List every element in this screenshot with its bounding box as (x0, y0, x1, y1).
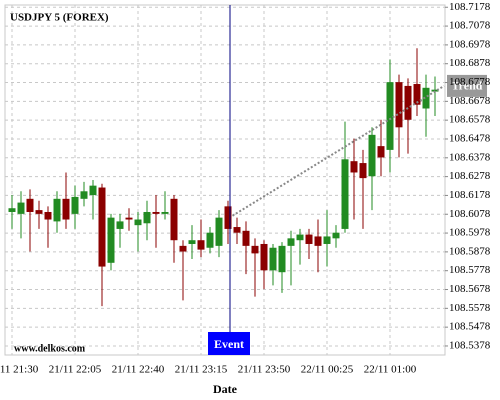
x-tick-label: 21/11 23:50 (238, 364, 291, 376)
y-tick-label: 108.6178 (449, 189, 491, 201)
candle-body (242, 230, 250, 246)
y-tick-label: 108.6578 (449, 114, 491, 126)
candle-body (287, 238, 295, 246)
y-tick-label: 108.6478 (449, 133, 491, 145)
candle-body (71, 196, 79, 214)
x-tick-label: 21/11 22:40 (112, 364, 165, 376)
grid (5, 5, 445, 355)
candle-body (179, 245, 187, 252)
candle-body (296, 234, 304, 241)
candle-body (305, 234, 313, 244)
candle-body (26, 198, 34, 212)
trend-label-box (447, 74, 487, 97)
x-tick-label: 22/11 01:00 (364, 364, 417, 376)
candle-body (35, 210, 43, 214)
candle-body (62, 198, 70, 220)
candle-body (134, 219, 142, 226)
chart-title: USDJPY 5 (FOREX) (10, 12, 109, 24)
annotations: Trend Event (208, 5, 487, 355)
watermark: www.delkos.com (14, 343, 86, 354)
y-tick-label: 108.5478 (449, 321, 491, 333)
candle-body (89, 185, 97, 196)
y-tick-label: 108.6078 (449, 208, 491, 220)
candle-body (8, 208, 16, 212)
y-tick-label: 108.6778 (449, 76, 491, 88)
candle-body (161, 211, 169, 214)
x-tick-label: 22/11 00:25 (301, 364, 354, 376)
candle-body (206, 232, 214, 248)
candle-body (107, 217, 115, 263)
candle-body (413, 84, 421, 105)
candle-body (260, 243, 268, 271)
candle-body (170, 198, 178, 241)
x-axis-label: Date (213, 382, 238, 396)
candle-body (278, 245, 286, 273)
candle-body (386, 82, 394, 150)
candle-body (431, 89, 439, 92)
candle-body (125, 217, 133, 220)
candles (8, 48, 439, 307)
candle-body (251, 245, 259, 254)
candle-body (197, 240, 205, 250)
candle-body (404, 85, 412, 120)
candle-body (323, 236, 331, 244)
candle-body (350, 161, 358, 173)
candle-body (377, 146, 385, 158)
candle-body (341, 159, 349, 229)
candle-body (116, 221, 124, 229)
y-tick-label: 108.5878 (449, 245, 491, 257)
candle-body (44, 211, 52, 220)
candle-body (53, 198, 61, 222)
candle-body (215, 217, 223, 246)
plot-frame (4, 4, 446, 356)
event-label: Event (214, 337, 244, 351)
x-tick-label: 21/11 21:30 (0, 364, 39, 376)
candle-body (224, 206, 232, 229)
y-tick-label: 108.6978 (449, 38, 491, 50)
event-label-box (208, 332, 250, 355)
candle-body (395, 82, 403, 128)
y-tick-label: 108.6678 (449, 95, 491, 107)
y-tick-label: 108.5378 (449, 339, 491, 351)
candle-body (269, 247, 277, 271)
trend-label: Trend (452, 79, 483, 93)
candle-body (98, 187, 106, 267)
x-tick-label: 21/11 22:05 (49, 364, 102, 376)
trend-line (231, 85, 445, 217)
y-tick-label: 108.7178 (449, 1, 491, 13)
candle-body (233, 227, 241, 233)
x-tick-label: 21/11 23:15 (175, 364, 228, 376)
candle-body (188, 240, 196, 244)
candle-body (143, 211, 151, 224)
y-tick-label: 108.5778 (449, 264, 491, 276)
y-tick-label: 108.6878 (449, 57, 491, 69)
candle-body (314, 236, 322, 246)
candle-body (368, 134, 376, 177)
y-tick-label: 108.6378 (449, 151, 491, 163)
y-tick-label: 108.5978 (449, 227, 491, 239)
candle-body (80, 191, 88, 199)
candle-body (332, 232, 340, 239)
y-tick-label: 108.6278 (449, 170, 491, 182)
y-tick-label: 108.5578 (449, 302, 491, 314)
candle-body (359, 163, 367, 179)
y-tick-label: 108.5678 (449, 283, 491, 295)
y-tick-label: 108.7078 (449, 20, 491, 32)
candle-body (152, 211, 160, 214)
candle-body (17, 202, 25, 214)
candle-body (422, 87, 430, 109)
